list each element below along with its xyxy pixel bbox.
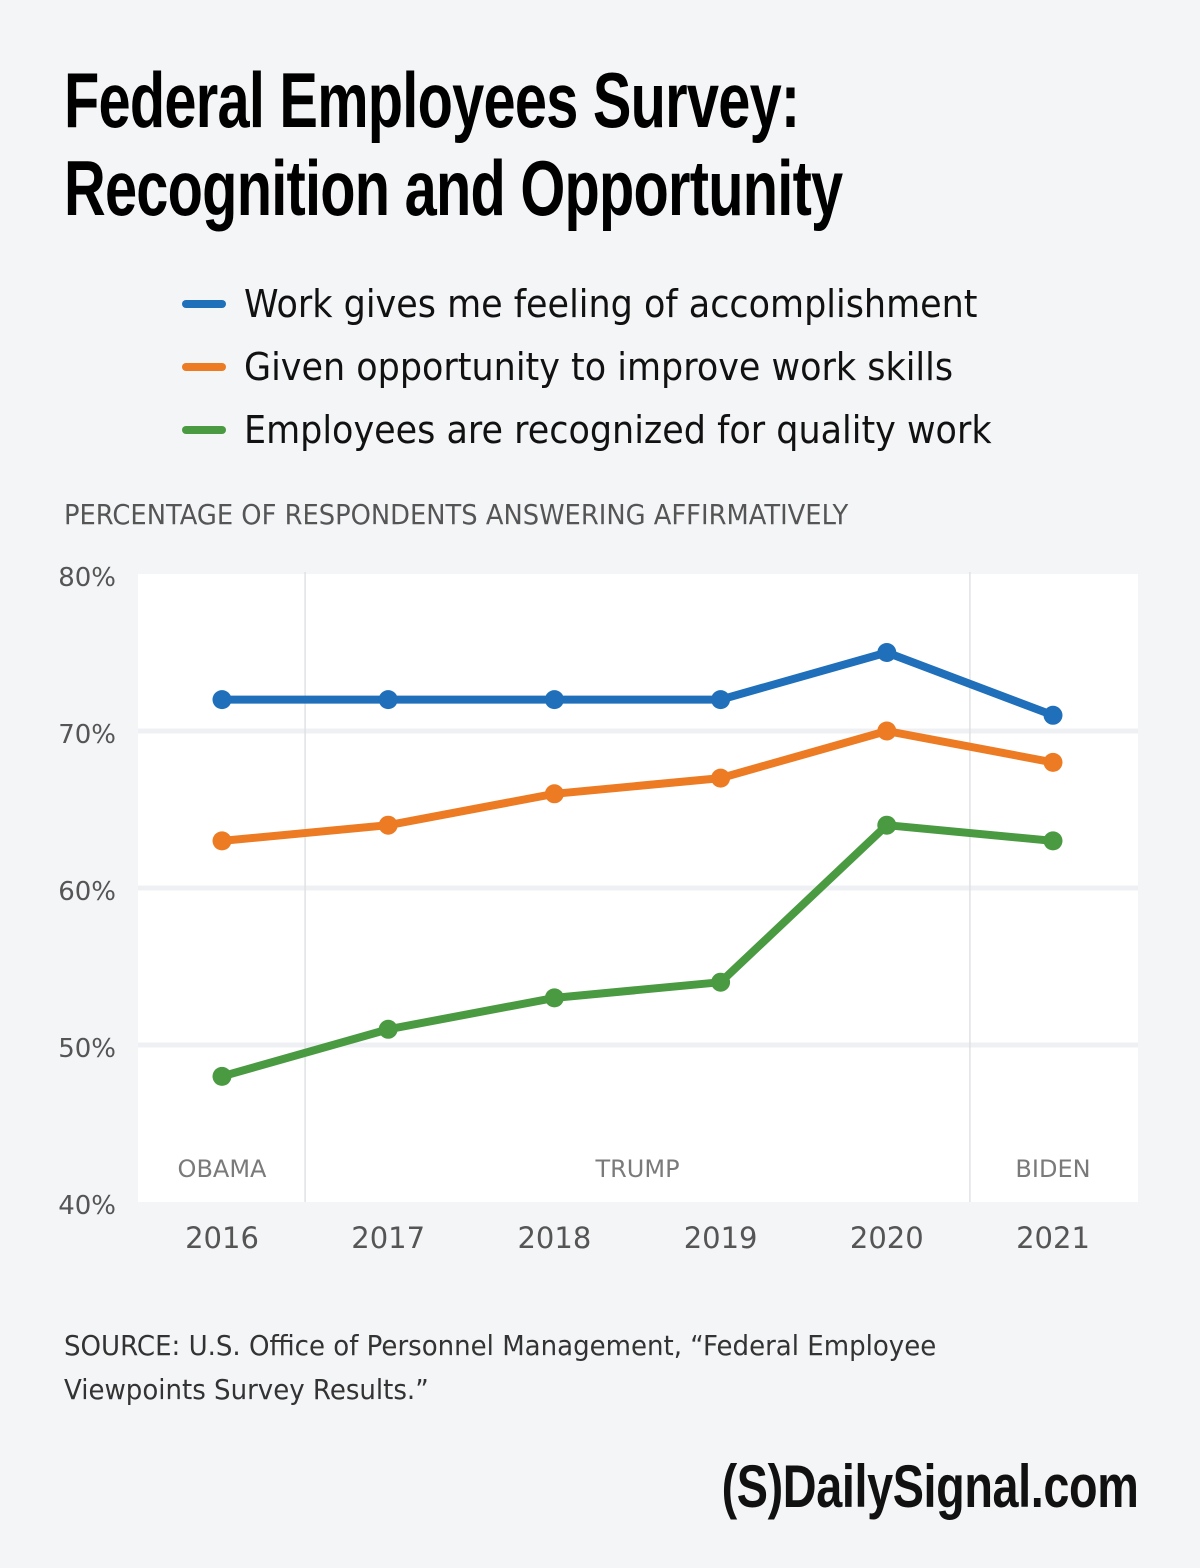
data-point-0-2019	[711, 690, 731, 710]
title-line-2: Recognition and Opportunity	[64, 144, 843, 232]
legend-label: Employees are recognized for quality wor…	[244, 407, 992, 452]
data-point-2-2018	[544, 988, 564, 1008]
line-chart: 40% 50% 60% 70% 80% 2016 2017 2018 2019 2020 2021 O…	[58, 563, 1138, 1255]
data-point-1-2019	[711, 768, 731, 788]
data-point-0-2018	[544, 690, 564, 710]
x-tick-label: 2019	[684, 1221, 758, 1255]
data-point-1-2017	[378, 815, 398, 835]
legend-item-accomplishment: Work gives me feeling of accomplishment	[182, 272, 1057, 335]
y-axis-title: PERCENTAGE OF RESPONDENTS ANSWERING AFFI…	[64, 498, 849, 531]
chart-legend: Work gives me feeling of accomplishment …	[182, 272, 1057, 461]
y-tick-label: 60%	[58, 877, 116, 907]
series-line-0	[218, 648, 1057, 720]
data-point-2-2016	[212, 1066, 232, 1086]
x-tick-label: 2021	[1016, 1221, 1090, 1255]
data-point-1-2016	[212, 831, 232, 851]
administration-label-biden: BIDEN	[1015, 1155, 1090, 1183]
x-tick-label: 2016	[185, 1221, 259, 1255]
x-tick-label: 2017	[351, 1221, 425, 1255]
data-point-1-2021	[1043, 752, 1063, 772]
y-tick-label: 50%	[58, 1034, 116, 1064]
administration-label-obama: OBAMA	[178, 1155, 267, 1183]
legend-item-opportunity: Given opportunity to improve work skills	[182, 335, 1057, 398]
series-line-1	[218, 727, 1057, 845]
legend-label: Given opportunity to improve work skills	[244, 344, 954, 389]
legend-item-recognition: Employees are recognized for quality wor…	[182, 398, 1057, 461]
legend-label: Work gives me feeling of accomplishment	[244, 281, 978, 326]
legend-swatch-green	[182, 425, 226, 434]
data-point-2-2019	[711, 972, 731, 992]
y-tick-label: 70%	[58, 720, 116, 750]
y-tick-label: 40%	[58, 1191, 116, 1221]
data-point-0-2016	[212, 690, 232, 710]
x-tick-label: 2020	[850, 1221, 924, 1255]
series-line-2	[218, 821, 1057, 1081]
source-note: SOURCE: U.S. Office of Personnel Managem…	[64, 1329, 937, 1406]
administration-label-trump: TRUMP	[594, 1155, 679, 1183]
data-point-2-2021	[1043, 831, 1063, 851]
legend-swatch-blue	[182, 299, 226, 308]
data-point-2-2017	[378, 1019, 398, 1039]
legend-swatch-orange	[182, 362, 226, 371]
y-tick-label: 80%	[58, 563, 116, 593]
data-point-1-2018	[544, 784, 564, 804]
title-line-1: Federal Employees Survey:	[64, 56, 800, 144]
data-point-1-2020	[877, 721, 897, 741]
data-point-0-2021	[1043, 705, 1063, 725]
page-title: Federal Employees Survey: Recognition an…	[64, 56, 843, 232]
daily-signal-logo: (S)DailySignal.com	[721, 1453, 1138, 1520]
data-point-0-2017	[378, 690, 398, 710]
x-tick-label: 2018	[517, 1221, 591, 1255]
data-point-2-2020	[877, 815, 897, 835]
data-point-0-2020	[877, 643, 897, 662]
